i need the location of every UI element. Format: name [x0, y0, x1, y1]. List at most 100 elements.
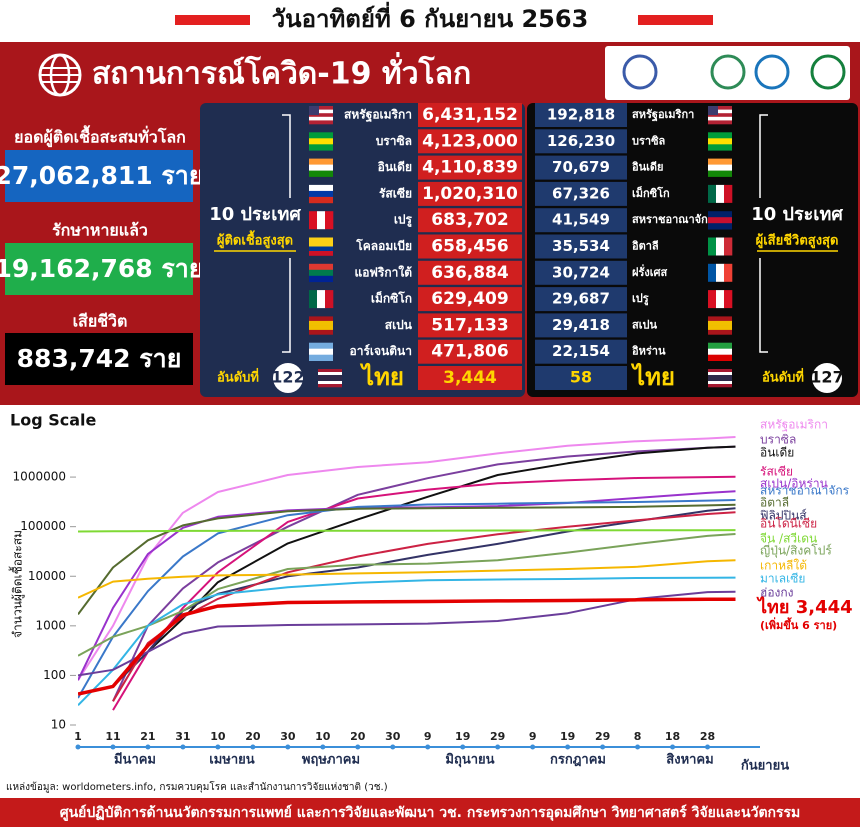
label: แอฟริกาใต้	[354, 264, 412, 279]
label: อาร์เจนตินา	[350, 344, 412, 358]
flag	[309, 138, 333, 145]
x-tick	[565, 744, 571, 750]
label: สหรัฐอเมริกา	[344, 108, 412, 123]
x-tick-label: 20	[350, 730, 366, 743]
flag	[716, 184, 725, 203]
value-box	[418, 313, 522, 338]
label: Log Scale	[10, 411, 97, 430]
legend-label: มาเลเซีย	[760, 572, 805, 586]
flag	[708, 158, 732, 165]
label: อันดับที่	[762, 368, 804, 386]
value-box	[535, 103, 627, 127]
legend-label: สหรัฐอเมริกา	[760, 418, 828, 432]
flag	[708, 320, 732, 326]
label: อิหร่าน	[632, 345, 666, 358]
x-tick	[460, 744, 466, 750]
flag	[309, 158, 333, 165]
label: 10 ประเทศ	[751, 204, 843, 225]
flag	[708, 329, 732, 335]
flag	[309, 269, 333, 277]
flag	[325, 290, 334, 309]
value-box	[418, 339, 522, 364]
series-line	[112, 475, 736, 711]
x-tick-label: 21	[140, 730, 155, 743]
flag	[309, 342, 333, 349]
label: จำนวนผู้ติดเชื้อสะสม	[9, 530, 26, 638]
x-tick-label: 29	[595, 730, 610, 743]
value-box	[535, 260, 627, 285]
month-label: สิงหาคม	[666, 753, 713, 768]
flag	[318, 372, 342, 376]
flag	[708, 316, 732, 322]
month-label: พฤษภาคม	[302, 753, 360, 768]
x-tick-label: 28	[700, 730, 715, 743]
legend-label: อินเดีย	[760, 446, 794, 460]
flag	[708, 113, 732, 118]
x-tick	[705, 744, 711, 750]
value-box	[418, 366, 522, 390]
bracket	[759, 114, 768, 353]
value-box	[535, 155, 627, 180]
rank-badge	[273, 363, 303, 393]
value-box	[535, 366, 627, 390]
flag	[708, 132, 732, 139]
logos	[605, 46, 850, 100]
label: ผู้เสียชีวิตสูงสุด	[756, 233, 839, 249]
flag	[309, 320, 333, 326]
label: 683,702	[431, 210, 508, 230]
label: อิตาลี	[632, 240, 659, 253]
month-label: เมษายน	[209, 753, 254, 768]
value-box	[418, 287, 522, 312]
label: 4,110,839	[422, 158, 518, 178]
flag	[309, 170, 333, 177]
flag	[309, 109, 333, 114]
total-value: 27,062,811 ราย	[0, 161, 203, 190]
label: 30,724	[552, 263, 610, 281]
y-tick-label: 10000	[28, 569, 66, 583]
x-tick-label: 11	[105, 730, 120, 743]
flag	[708, 184, 717, 203]
label: บราซิล	[376, 134, 412, 148]
flag	[309, 348, 333, 355]
flag	[309, 106, 319, 115]
flag	[309, 113, 333, 118]
flag	[708, 372, 732, 376]
flag	[309, 196, 333, 204]
value-box	[535, 208, 627, 233]
label: เสียชีวิต	[73, 312, 128, 331]
label: 10 ประเทศ	[209, 204, 301, 225]
header-bar	[175, 15, 250, 25]
flag	[309, 329, 333, 335]
label: อินเดีย	[378, 160, 412, 174]
bracket	[282, 114, 291, 353]
x-tick-label: 20	[245, 730, 261, 743]
flag	[724, 263, 733, 282]
value-box	[535, 287, 627, 312]
flag	[708, 237, 717, 256]
total-value: 883,742 ราย	[17, 344, 182, 373]
x-tick-label: 10	[315, 730, 331, 743]
flag	[708, 109, 732, 114]
total-value: 19,162,768 ราย	[0, 254, 203, 283]
label: อันดับที่	[217, 368, 259, 386]
month-label: มิถุนายน	[445, 753, 494, 768]
flag	[708, 106, 732, 110]
label: 67,326	[552, 184, 610, 202]
legend-label: สเปน/อิหร่าน	[760, 477, 828, 491]
value-box	[418, 129, 522, 154]
label: ผู้ติดเชื้อสูงสุด	[217, 230, 293, 249]
label: เปรู	[394, 213, 413, 228]
x-tick-label: 8	[634, 730, 642, 743]
flag	[716, 290, 725, 309]
value-box	[418, 155, 522, 180]
value-box	[418, 208, 522, 233]
x-tick	[110, 744, 116, 750]
label: รัสเซีย	[379, 186, 412, 200]
flag	[309, 184, 333, 192]
label: สหรัฐอเมริกา	[632, 108, 694, 122]
header-bar	[638, 15, 713, 25]
flag	[708, 348, 732, 355]
series-line	[78, 576, 736, 707]
label: บราซิล	[632, 134, 666, 147]
flag	[708, 384, 732, 388]
